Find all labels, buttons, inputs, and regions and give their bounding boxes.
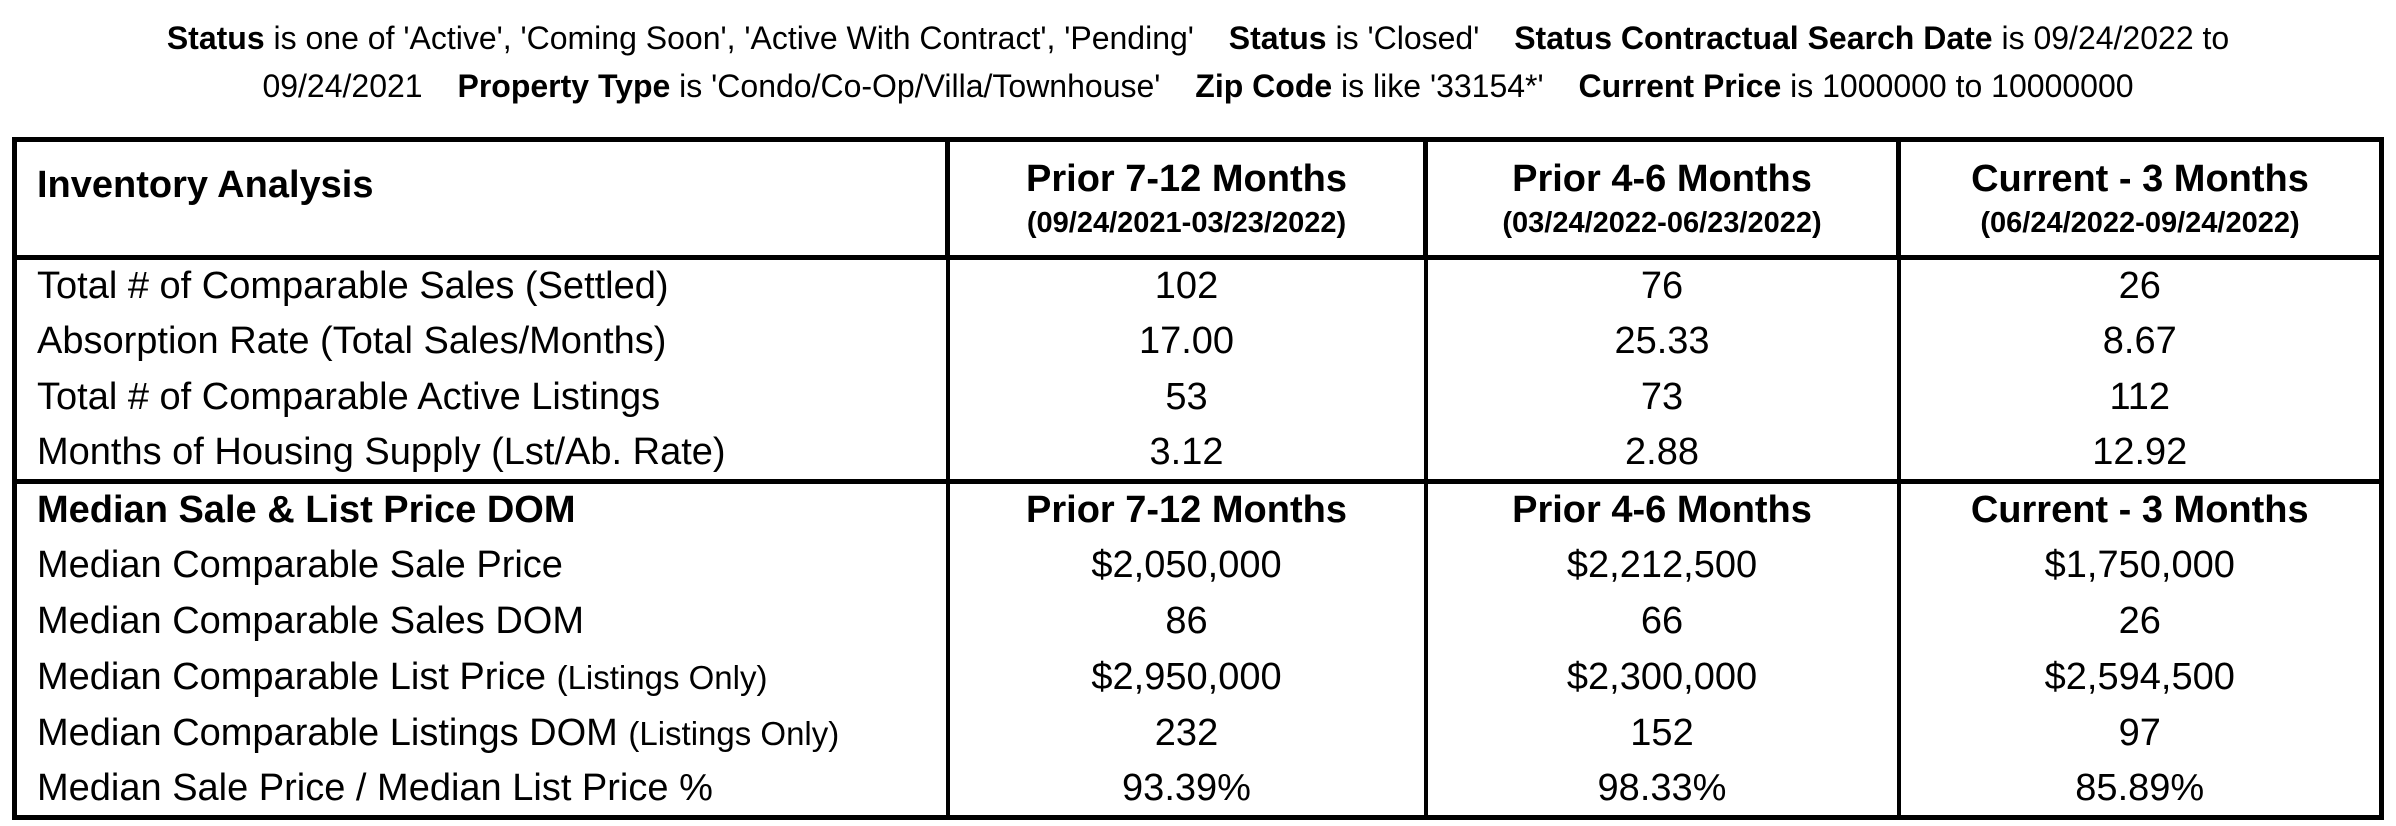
criteria-date-end: 09/24/2021 [262, 68, 423, 104]
row-label: Absorption Rate (Total Sales/Months) [12, 313, 950, 370]
row-value: 93.39% [945, 761, 1428, 818]
criteria-contract-date-label: Status Contractual Search Date [1514, 20, 1993, 56]
column-header-range: (06/24/2022-09/24/2022) [1980, 206, 2300, 239]
table-row: Median Comparable List Price (Listings O… [12, 649, 2384, 706]
table-row: Median Sale Price / Median List Price % … [12, 761, 2384, 818]
row-label: Total # of Comparable Active Listings [12, 369, 950, 426]
row-label: Median Comparable List Price [37, 656, 557, 698]
row-value: 97 [1896, 705, 2384, 762]
criteria-line-1: Status is one of 'Active', 'Coming Soon'… [0, 14, 2396, 62]
row-value: 2.88 [1423, 425, 1901, 482]
column-header-label: Prior 7-12 Months [1026, 157, 1347, 200]
row-value: $2,594,500 [1896, 649, 2384, 706]
row-label-suffix: (Listings Only) [556, 659, 768, 696]
row-value: $2,300,000 [1423, 649, 1901, 706]
column-header-current-3: Current - 3 Months (06/24/2022-09/24/202… [1896, 137, 2384, 260]
row-value: 76 [1423, 257, 1901, 314]
row-value: 3.12 [945, 425, 1428, 482]
criteria-price-label: Current Price [1578, 68, 1782, 104]
row-value: 102 [945, 257, 1428, 314]
column-header-label: Prior 4-6 Months [1512, 157, 1812, 200]
row-value: 53 [945, 369, 1428, 426]
row-label-cell: Median Comparable List Price (Listings O… [12, 649, 950, 706]
row-label: Total # of Comparable Sales (Settled) [12, 257, 950, 314]
criteria-price-text: is 1000000 to 10000000 [1790, 68, 2134, 104]
table-row: Total # of Comparable Sales (Settled) 10… [12, 257, 2384, 314]
row-value: 8.67 [1896, 313, 2384, 370]
table-row: Median Comparable Listings DOM (Listings… [12, 705, 2384, 762]
section-column-header: Prior 4-6 Months [1423, 479, 1901, 538]
row-label: Median Comparable Sales DOM [37, 600, 585, 642]
column-header-prior-7-12: Prior 7-12 Months (09/24/2021-03/23/2022… [945, 137, 1428, 260]
row-value: $2,950,000 [945, 649, 1428, 706]
column-header-prior-4-6: Prior 4-6 Months (03/24/2022-06/23/2022) [1423, 137, 1901, 260]
criteria-zip-label: Zip Code [1195, 68, 1333, 104]
row-label-cell: Median Comparable Listings DOM (Listings… [12, 705, 950, 762]
criteria-property-type-label: Property Type [457, 68, 671, 104]
section-column-header: Current - 3 Months [1896, 479, 2384, 538]
row-label-cell: Median Comparable Sale Price [12, 537, 950, 594]
row-value: 85.89% [1896, 761, 2384, 818]
row-value: 17.00 [945, 313, 1428, 370]
section-header-row: Median Sale & List Price DOM Prior 7-12 … [12, 479, 2384, 538]
table-title-cell: Inventory Analysis [12, 137, 950, 260]
row-value: 232 [945, 705, 1428, 762]
row-label-cell: Median Comparable Sales DOM [12, 593, 950, 650]
criteria-contract-date-text: is 09/24/2022 to [2001, 20, 2230, 56]
row-value: 98.33% [1423, 761, 1901, 818]
row-value: 25.33 [1423, 313, 1901, 370]
criteria-status-values: is one of 'Active', 'Coming Soon', 'Acti… [273, 20, 1194, 56]
row-value: 66 [1423, 593, 1901, 650]
table-title: Inventory Analysis [37, 164, 374, 206]
row-label-suffix: (Listings Only) [628, 715, 840, 752]
row-label-cell: Median Sale Price / Median List Price % [12, 761, 950, 818]
table-row: Median Comparable Sale Price $2,050,000 … [12, 537, 2384, 594]
table-row: Median Comparable Sales DOM 86 66 26 [12, 593, 2384, 650]
row-label: Median Comparable Sale Price [37, 544, 563, 586]
row-value: $2,212,500 [1423, 537, 1901, 594]
criteria-status-closed: is 'Closed' [1335, 20, 1480, 56]
row-value: $1,750,000 [1896, 537, 2384, 594]
row-value: 26 [1896, 257, 2384, 314]
row-value: 152 [1423, 705, 1901, 762]
row-label: Months of Housing Supply (Lst/Ab. Rate) [12, 425, 950, 482]
criteria-status-label: Status [166, 20, 265, 56]
row-label: Median Comparable Listings DOM [37, 712, 629, 754]
criteria-status-label-2: Status [1228, 20, 1327, 56]
criteria-property-type-text: is 'Condo/Co-Op/Villa/Townhouse' [679, 68, 1161, 104]
column-header-label: Current - 3 Months [1971, 157, 2309, 200]
section-column-header: Prior 7-12 Months [945, 479, 1428, 538]
row-value: 26 [1896, 593, 2384, 650]
section-title: Median Sale & List Price DOM [12, 479, 950, 538]
table-row: Absorption Rate (Total Sales/Months) 17.… [12, 313, 2384, 370]
row-value: 12.92 [1896, 425, 2384, 482]
criteria-zip-text: is like '33154*' [1341, 68, 1544, 104]
inventory-analysis-table: Inventory Analysis Prior 7-12 Months (09… [12, 137, 2384, 820]
column-header-range: (03/24/2022-06/23/2022) [1502, 206, 1822, 239]
row-label: Median Sale Price / Median List Price % [37, 766, 713, 809]
row-value: 73 [1423, 369, 1901, 426]
row-value: $2,050,000 [945, 537, 1428, 594]
row-value: 86 [945, 593, 1428, 650]
row-value: 112 [1896, 369, 2384, 426]
table-row: Total # of Comparable Active Listings 53… [12, 369, 2384, 426]
column-header-range: (09/24/2021-03/23/2022) [1026, 206, 1347, 239]
criteria-line-2: 09/24/2021 Property Type is 'Condo/Co-Op… [0, 62, 2396, 110]
table-row: Months of Housing Supply (Lst/Ab. Rate) … [12, 425, 2384, 482]
table-header-row: Inventory Analysis Prior 7-12 Months (09… [12, 137, 2384, 260]
